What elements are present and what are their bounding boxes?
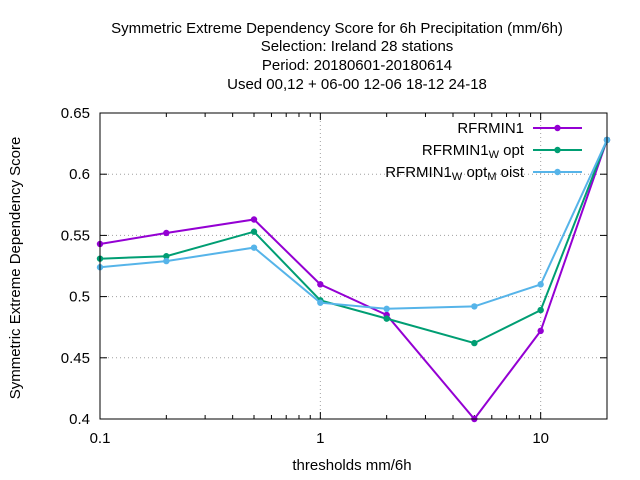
- legend-marker: [554, 146, 561, 154]
- legend: RFRMIN1 RFRMIN1W opt RFRMIN1W optM oist: [385, 120, 582, 183]
- data-point: [317, 281, 324, 288]
- y-tick-label: 0.55: [61, 227, 90, 244]
- data-point: [317, 299, 324, 306]
- title-line-1: Symmetric Extreme Dependency Score for 6…: [111, 20, 563, 37]
- plot-frame: [99, 112, 608, 420]
- legend-marker: [554, 124, 561, 132]
- data-point: [250, 228, 258, 235]
- y-tick-label: 0.6: [69, 166, 90, 183]
- data-point: [163, 257, 170, 265]
- title-line-3: Period: 20180601-20180614: [262, 57, 452, 74]
- x-tick-label: 1: [316, 430, 324, 447]
- data-point: [537, 306, 544, 314]
- series-line: [99, 139, 608, 310]
- data-point: [471, 339, 478, 347]
- legend-label: RFRMIN1: [457, 120, 524, 137]
- y-tick-label: 0.45: [61, 350, 90, 367]
- y-tick-label: 0.65: [61, 105, 90, 122]
- legend-label: RFRMIN1W opt: [422, 142, 525, 161]
- chart-title: Symmetric Extreme Dependency Score for 6…: [111, 20, 563, 93]
- series-line: [99, 139, 608, 345]
- axis-ticks: 0.4 0.45 0.5 0.55 0.6 0.65 0.1 1 10: [61, 105, 608, 447]
- data-point: [383, 315, 390, 322]
- title-line-2: Selection: Ireland 28 stations: [261, 38, 454, 55]
- x-tick-label: 10: [532, 430, 549, 447]
- data-point: [383, 305, 390, 313]
- series-1: [96, 136, 611, 423]
- title-line-4: Used 00,12 + 06-00 12-06 18-12 24-18: [227, 76, 487, 93]
- legend-entry: RFRMIN1W optM oist: [385, 164, 582, 183]
- x-tick-label: 0.1: [90, 430, 111, 447]
- data-point: [250, 216, 258, 223]
- legend-entry: RFRMIN1: [457, 120, 582, 137]
- series-line: [99, 139, 608, 421]
- series-3: [96, 136, 611, 313]
- y-tick-label: 0.5: [69, 289, 90, 306]
- x-axis-label: thresholds mm/6h: [292, 457, 411, 474]
- data-point: [163, 229, 170, 237]
- series-2: [96, 136, 611, 347]
- legend-entry: RFRMIN1W opt: [422, 142, 582, 161]
- legend-marker: [554, 168, 561, 176]
- data-point: [163, 253, 170, 260]
- y-axis-label: Symmetric Extreme Dependency Score: [7, 137, 24, 400]
- data-point: [250, 244, 258, 251]
- data-point: [537, 281, 544, 288]
- y-tick-label: 0.4: [69, 411, 90, 428]
- data-point: [537, 327, 544, 335]
- series-layer: [96, 136, 611, 423]
- data-point: [471, 303, 478, 310]
- legend-label: RFRMIN1W optM oist: [385, 164, 525, 183]
- grid: [100, 113, 607, 419]
